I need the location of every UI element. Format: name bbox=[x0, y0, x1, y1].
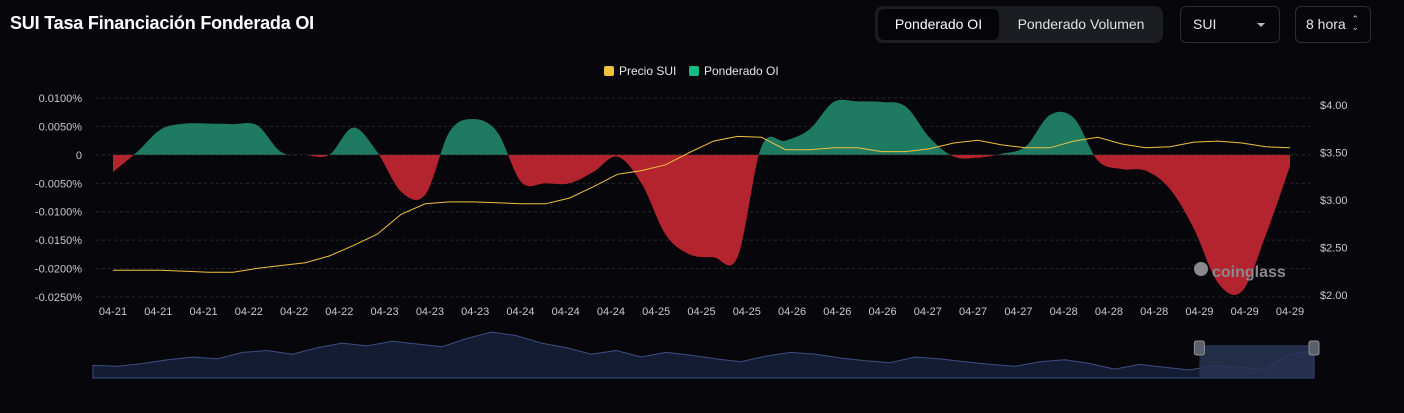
y-left-tick-label: -0.0150% bbox=[35, 235, 82, 247]
x-tick-label: 04-27 bbox=[1004, 306, 1032, 318]
y-left-tick-label: -0.0050% bbox=[35, 178, 82, 190]
updown-arrows-icon: ⌃ ⌄ bbox=[1351, 14, 1359, 32]
x-tick-label: 04-21 bbox=[144, 306, 172, 318]
x-tick-label: 04-22 bbox=[280, 306, 308, 318]
y-right-tick-label: $2.00 bbox=[1320, 290, 1348, 302]
x-tick-label: 04-26 bbox=[869, 306, 897, 318]
x-tick-label: 04-29 bbox=[1276, 306, 1304, 318]
x-tick-label: 04-29 bbox=[1231, 306, 1259, 318]
coinglass-watermark: coinglass bbox=[1194, 262, 1286, 281]
x-tick-label: 04-23 bbox=[371, 306, 399, 318]
watermark-text: coinglass bbox=[1212, 264, 1286, 281]
y-left-tick-label: 0 bbox=[76, 150, 82, 162]
x-tick-label: 04-25 bbox=[642, 306, 670, 318]
y-left-tick-label: -0.0100% bbox=[35, 207, 82, 219]
y-left-tick-label: -0.0200% bbox=[35, 264, 82, 276]
x-tick-label: 04-28 bbox=[1050, 306, 1078, 318]
navigator-handle-right[interactable] bbox=[1308, 340, 1320, 356]
weighting-toggle: Ponderado OI Ponderado Volumen bbox=[875, 6, 1163, 43]
x-tick-label: 04-24 bbox=[506, 306, 534, 318]
interval-select[interactable]: 8 hora ⌃ ⌄ bbox=[1295, 6, 1371, 43]
x-tick-label: 04-27 bbox=[914, 306, 942, 318]
symbol-select-value: SUI bbox=[1193, 16, 1217, 32]
x-tick-label: 04-25 bbox=[687, 306, 715, 318]
funding-rate-positive-area bbox=[113, 99, 1290, 155]
coinglass-logo-icon bbox=[1194, 262, 1208, 276]
x-tick-label: 04-27 bbox=[959, 306, 987, 318]
legend-swatch-price[interactable] bbox=[604, 66, 614, 76]
y-right-tick-label: $3.50 bbox=[1320, 148, 1348, 160]
legend: Precio SUI Ponderado OI bbox=[604, 64, 779, 78]
y-right-tick-label: $2.50 bbox=[1320, 243, 1348, 255]
x-tick-label: 04-26 bbox=[823, 306, 851, 318]
page-title: SUI Tasa Financiación Fonderada OI bbox=[10, 13, 314, 33]
x-tick-label: 04-29 bbox=[1185, 306, 1213, 318]
x-tick-label: 04-28 bbox=[1140, 306, 1168, 318]
legend-label-oi[interactable]: Ponderado OI bbox=[704, 64, 779, 78]
navigator-window[interactable] bbox=[1199, 345, 1314, 378]
funding-rate-negative-area bbox=[113, 154, 1290, 295]
x-tick-label: 04-23 bbox=[416, 306, 444, 318]
y-right-tick-label: $3.00 bbox=[1320, 195, 1348, 207]
x-tick-label: 04-26 bbox=[778, 306, 806, 318]
y-left-tick-label: -0.0250% bbox=[35, 292, 82, 304]
tab-ponderado-volumen[interactable]: Ponderado Volumen bbox=[1017, 16, 1145, 32]
x-tick-label: 04-24 bbox=[597, 306, 625, 318]
x-tick-label: 04-21 bbox=[99, 306, 127, 318]
interval-select-value: 8 hora bbox=[1306, 16, 1346, 32]
y-left-tick-label: 0.0050% bbox=[39, 121, 83, 133]
symbol-select[interactable]: SUI bbox=[1180, 6, 1280, 43]
x-tick-label: 04-21 bbox=[189, 306, 217, 318]
y-right-tick-label: $4.00 bbox=[1320, 100, 1348, 112]
navigator-series bbox=[92, 331, 1315, 379]
x-tick-label: 04-23 bbox=[461, 306, 489, 318]
y-left-tick-label: 0.0100% bbox=[39, 93, 83, 105]
navigator[interactable] bbox=[92, 331, 1320, 379]
tab-ponderado-oi[interactable]: Ponderado OI bbox=[878, 9, 999, 40]
x-tick-label: 04-25 bbox=[733, 306, 761, 318]
x-tick-label: 04-22 bbox=[235, 306, 263, 318]
navigator-handle-left[interactable] bbox=[1193, 340, 1205, 356]
x-tick-label: 04-22 bbox=[325, 306, 353, 318]
legend-swatch-oi[interactable] bbox=[689, 66, 699, 76]
price-line bbox=[113, 135, 1291, 273]
legend-label-price[interactable]: Precio SUI bbox=[619, 64, 676, 78]
x-tick-label: 04-28 bbox=[1095, 306, 1123, 318]
chevron-down-icon bbox=[1257, 23, 1265, 27]
x-tick-label: 04-24 bbox=[552, 306, 580, 318]
